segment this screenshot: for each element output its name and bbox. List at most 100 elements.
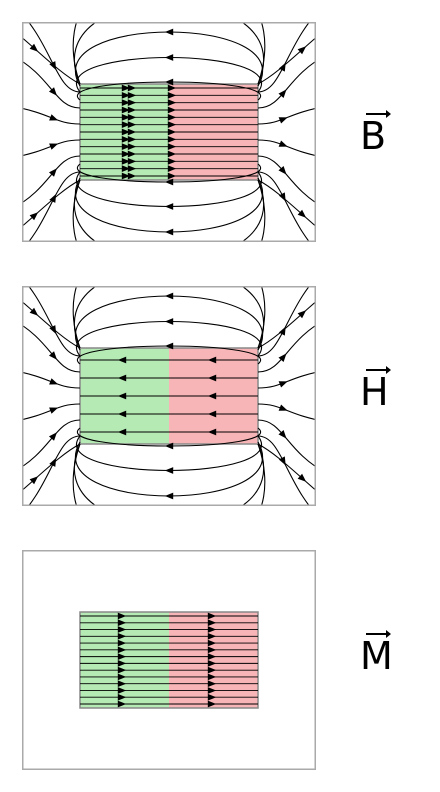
field-arrow (164, 492, 174, 500)
field-arrow (127, 165, 137, 173)
b-corner-line (23, 37, 81, 85)
field-arrow (164, 178, 174, 186)
h-inflow-line (28, 287, 81, 357)
b-field-diagram (22, 22, 316, 242)
field-arrow (207, 700, 217, 708)
field-arrow (167, 165, 177, 173)
b-internal-field-lines (80, 84, 258, 180)
b-arch-bottom (73, 179, 265, 241)
field-arrow (167, 99, 177, 107)
h-arch-bottom (72, 443, 266, 505)
b-outflow-line (257, 139, 315, 156)
b-corner-line (257, 179, 315, 227)
field-arrow (117, 639, 127, 647)
field-arrow (164, 54, 174, 61)
field-arrow (29, 476, 39, 485)
label-h: H (358, 364, 408, 424)
field-arrow (127, 106, 137, 114)
field-arrow (207, 392, 217, 400)
field-arrow (121, 150, 131, 158)
field-arrow (121, 135, 131, 143)
field-arrow (278, 430, 287, 439)
field-arrow (278, 140, 288, 147)
field-arrow (207, 646, 217, 654)
field-arrow (49, 378, 59, 385)
field-arrow (49, 143, 59, 150)
vector-arrow-icon (366, 110, 391, 118)
field-arrow (278, 353, 287, 362)
field-arrow (127, 135, 137, 143)
field-arrow (167, 150, 177, 158)
h-corner-line (23, 443, 81, 491)
field-arrow (167, 106, 177, 114)
m-magnet (79, 611, 259, 709)
field-arrow (278, 117, 288, 124)
field-arrow (48, 87, 57, 96)
field-arrow (121, 165, 131, 173)
magnet-outline (79, 611, 259, 709)
field-arrow (164, 467, 174, 474)
field-arrow (117, 680, 127, 688)
field-arrow (167, 84, 177, 92)
panel-frame (22, 550, 316, 770)
field-arrow (127, 172, 137, 180)
field-arrow (48, 168, 57, 177)
field-arrow (297, 209, 307, 218)
field-arrow (207, 687, 217, 694)
field-arrow (164, 442, 174, 450)
field-arrow (127, 143, 137, 151)
b-inflow-line (23, 139, 81, 156)
m-field-diagram (22, 550, 316, 770)
field-arrow (207, 680, 217, 688)
h-corner-line (257, 301, 315, 349)
field-arrow (117, 653, 127, 660)
field-arrow (207, 612, 217, 620)
field-arrow (127, 150, 137, 158)
field-arrow (127, 128, 137, 136)
label-b: B (358, 108, 408, 168)
field-arrow (207, 693, 217, 701)
label-b-text: B (360, 114, 387, 158)
field-arrow (117, 374, 127, 382)
field-arrow (117, 356, 127, 364)
h-inflow-line (28, 435, 81, 505)
field-arrow (207, 673, 217, 681)
field-arrow (127, 91, 137, 99)
field-arrow (167, 172, 177, 180)
field-arrow (121, 143, 131, 151)
field-arrow (117, 700, 127, 708)
field-arrow (278, 404, 288, 411)
field-arrow (117, 646, 127, 654)
field-arrow (117, 673, 127, 681)
b-corner-line (23, 179, 81, 227)
field-arrow (49, 407, 59, 414)
b-arch-top (73, 23, 265, 85)
field-arrow (117, 619, 127, 627)
field-arrow (164, 78, 174, 86)
field-arrow (117, 632, 127, 640)
b-external-field-lines (23, 23, 315, 241)
field-arrow (167, 135, 177, 143)
b-outflow-line (257, 108, 315, 125)
field-arrow (49, 114, 59, 121)
field-arrow (207, 626, 217, 633)
h-arch-bottom (73, 443, 265, 505)
field-arrow (207, 374, 217, 382)
field-arrow (207, 632, 217, 640)
field-arrow (297, 46, 307, 55)
h-arch-top (72, 287, 266, 349)
m-internal-field-lines (80, 612, 258, 708)
field-arrow (121, 99, 131, 107)
field-arrow (117, 687, 127, 694)
field-arrow (167, 91, 177, 99)
vector-arrow-icon (366, 630, 391, 638)
field-arrow (278, 381, 288, 388)
field-arrow (207, 666, 217, 674)
field-arrow (167, 113, 177, 121)
field-arrow (117, 626, 127, 633)
field-arrow (167, 121, 177, 129)
field-arrow (207, 619, 217, 627)
field-arrow (207, 660, 217, 667)
vector-arrow-icon (366, 366, 391, 374)
h-outflow-line (257, 372, 315, 389)
